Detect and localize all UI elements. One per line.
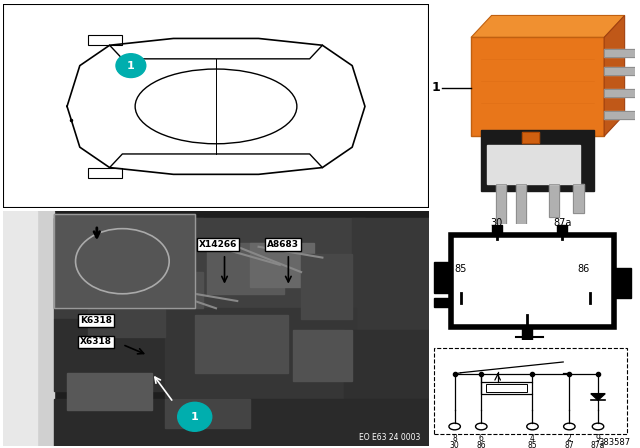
- Text: 1: 1: [432, 82, 440, 95]
- Bar: [495, 185, 506, 224]
- Bar: [522, 327, 532, 340]
- Text: K6318: K6318: [80, 316, 112, 325]
- Bar: [451, 235, 614, 327]
- Text: 86: 86: [476, 441, 486, 448]
- Bar: [604, 111, 635, 119]
- Bar: [492, 225, 502, 235]
- Bar: [604, 89, 635, 97]
- Bar: [604, 89, 635, 97]
- Bar: [195, 315, 289, 373]
- Text: X14266: X14266: [199, 240, 237, 249]
- Bar: [301, 254, 352, 319]
- Polygon shape: [471, 37, 604, 136]
- Bar: [522, 132, 539, 143]
- Bar: [488, 145, 580, 185]
- Bar: [434, 298, 451, 306]
- Bar: [344, 330, 429, 409]
- Text: 87a: 87a: [591, 441, 605, 448]
- Bar: [604, 67, 635, 75]
- Text: X6318: X6318: [80, 337, 112, 346]
- Bar: [67, 373, 152, 409]
- Bar: [88, 294, 165, 337]
- Bar: [88, 35, 122, 45]
- Bar: [54, 218, 204, 319]
- Circle shape: [178, 402, 212, 431]
- Text: 87: 87: [521, 330, 534, 340]
- Text: 383587: 383587: [598, 438, 631, 447]
- Text: 1: 1: [191, 412, 198, 422]
- Polygon shape: [604, 15, 625, 136]
- Bar: [152, 272, 204, 308]
- Polygon shape: [471, 15, 625, 37]
- Bar: [3, 211, 37, 446]
- Bar: [165, 399, 250, 428]
- Text: 87a: 87a: [553, 218, 572, 228]
- Text: 86: 86: [577, 264, 590, 274]
- Bar: [3, 211, 54, 446]
- Bar: [250, 243, 314, 287]
- Bar: [516, 185, 526, 224]
- Text: EO E63 24 0003: EO E63 24 0003: [359, 433, 420, 442]
- Bar: [292, 330, 352, 381]
- Text: 87: 87: [564, 441, 574, 448]
- Polygon shape: [591, 394, 605, 400]
- Text: 2: 2: [567, 434, 572, 443]
- Bar: [614, 267, 631, 298]
- Text: 30: 30: [450, 441, 460, 448]
- Bar: [573, 185, 584, 213]
- Bar: [604, 49, 635, 57]
- Text: 6: 6: [479, 434, 484, 443]
- Bar: [516, 185, 526, 224]
- Circle shape: [116, 54, 146, 78]
- Text: 8: 8: [452, 434, 457, 443]
- Text: 85: 85: [527, 441, 538, 448]
- Bar: [604, 67, 635, 75]
- Bar: [352, 218, 429, 337]
- Bar: [165, 308, 356, 402]
- Bar: [495, 185, 506, 224]
- Bar: [434, 348, 627, 434]
- Text: 4: 4: [530, 434, 535, 443]
- Bar: [522, 132, 539, 143]
- Text: 85: 85: [454, 264, 467, 274]
- Bar: [54, 399, 429, 446]
- Bar: [549, 185, 559, 217]
- Bar: [549, 185, 559, 217]
- Bar: [573, 185, 584, 213]
- Text: A8683: A8683: [267, 240, 299, 249]
- Bar: [434, 263, 451, 293]
- Bar: [557, 225, 567, 235]
- Bar: [207, 243, 284, 294]
- Bar: [195, 218, 365, 308]
- Bar: [604, 49, 635, 57]
- Bar: [481, 382, 532, 394]
- Bar: [54, 214, 195, 308]
- Text: 9: 9: [596, 434, 600, 443]
- Bar: [486, 384, 527, 392]
- Text: 1: 1: [127, 60, 135, 71]
- Bar: [481, 129, 594, 191]
- Text: 30: 30: [490, 218, 503, 228]
- Bar: [54, 319, 173, 392]
- Bar: [88, 168, 122, 178]
- Bar: [604, 111, 635, 119]
- Bar: [54, 214, 195, 308]
